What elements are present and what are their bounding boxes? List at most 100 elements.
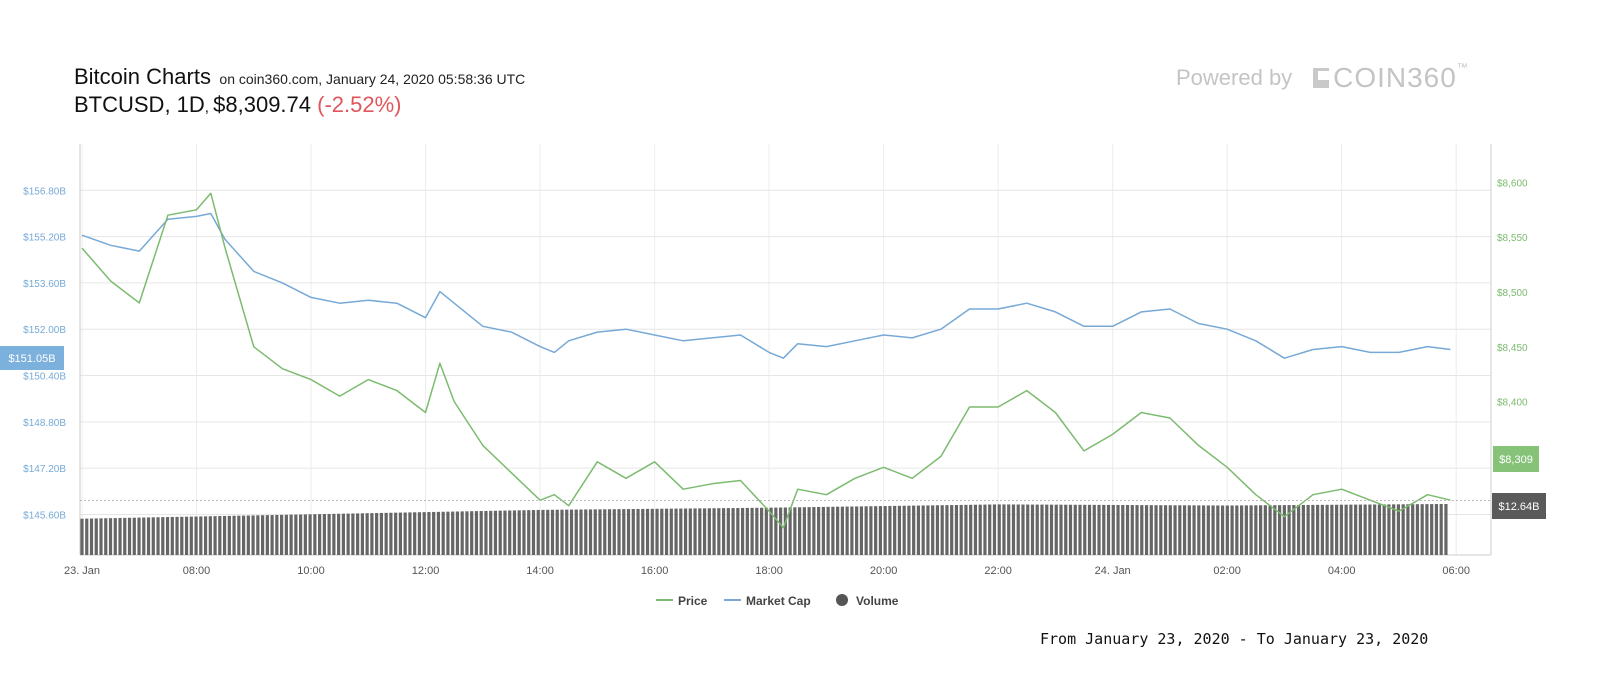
volume-bar bbox=[1434, 504, 1439, 555]
volume-bar bbox=[94, 518, 98, 555]
volume-bar bbox=[1439, 504, 1443, 555]
x-tick-label: 14:00 bbox=[526, 565, 554, 577]
volume-bar bbox=[774, 507, 778, 555]
legend-volume-dot bbox=[836, 594, 848, 606]
legend-item-market-cap[interactable]: Market Cap bbox=[724, 594, 811, 608]
volume-bar bbox=[698, 508, 702, 555]
volume-bar bbox=[146, 517, 151, 555]
volume-bar bbox=[560, 509, 564, 555]
volume-bar bbox=[1239, 505, 1244, 555]
volume-bar bbox=[731, 508, 735, 555]
volume-bar bbox=[1358, 504, 1362, 555]
volume-bar bbox=[959, 504, 963, 555]
volume-bar bbox=[313, 514, 317, 555]
price-change: (-2.52%) bbox=[317, 92, 402, 117]
legend-volume-label: Volume bbox=[856, 594, 899, 608]
volume-bar bbox=[389, 512, 393, 555]
volume-bar bbox=[527, 510, 531, 555]
volume-bar bbox=[750, 507, 754, 555]
volume-bar bbox=[489, 510, 493, 555]
trademark: ™ bbox=[1456, 62, 1468, 74]
volume-bar bbox=[1049, 504, 1054, 555]
y-left-tick-label: $147.20B bbox=[23, 464, 66, 475]
left-axis-ticks: $145.60B $147.20B $148.80B $150.40B $152.00B… bbox=[23, 186, 66, 521]
volume-bar bbox=[479, 511, 483, 555]
volume-bar bbox=[1335, 504, 1339, 555]
volume-bar bbox=[759, 507, 764, 555]
volume-bar bbox=[788, 507, 792, 555]
volume-bar bbox=[1187, 505, 1191, 555]
volume-bar bbox=[127, 517, 132, 555]
volume-bar bbox=[645, 508, 650, 555]
series-lines bbox=[81, 192, 1451, 529]
volume-bar bbox=[470, 511, 474, 555]
powered-by[interactable]: Powered by COIN360™ bbox=[1176, 62, 1468, 94]
volume-bar bbox=[474, 511, 479, 555]
volume-bar bbox=[565, 509, 569, 555]
x-axis-ticks: 23. Jan 08:00 10:00 12:00 14:00 16:00 18:00 20:… bbox=[64, 565, 1470, 577]
volume-bar bbox=[1140, 505, 1144, 555]
volume-bar bbox=[308, 514, 312, 555]
volume-bar bbox=[498, 510, 502, 555]
volume-bar bbox=[1173, 505, 1177, 555]
volume-bar bbox=[574, 509, 578, 555]
volume-bar bbox=[669, 508, 673, 555]
powered-by-label: Powered by bbox=[1176, 65, 1293, 90]
y-left-tick-label: $150.40B bbox=[23, 372, 66, 383]
volume-bar bbox=[579, 509, 583, 555]
volume-bar bbox=[921, 505, 925, 555]
volume-bar bbox=[356, 513, 360, 555]
volume-bar bbox=[1258, 505, 1263, 555]
volume-bar bbox=[1225, 505, 1229, 555]
volume-bar bbox=[327, 513, 331, 555]
volume-bar bbox=[1297, 505, 1301, 555]
volume-bar bbox=[1244, 505, 1248, 555]
volume-bar bbox=[1235, 505, 1239, 555]
volume-bar bbox=[337, 513, 341, 555]
volume-bar bbox=[831, 506, 835, 555]
volume-flag-label: $12.64B bbox=[1499, 501, 1540, 513]
volume-bar bbox=[717, 508, 721, 555]
volume-bar bbox=[1163, 505, 1168, 555]
volume-bar bbox=[1363, 504, 1367, 555]
legend-item-price[interactable]: Price bbox=[656, 594, 708, 608]
market-cap-line bbox=[81, 212, 1451, 359]
volume-bar bbox=[793, 507, 797, 555]
volume-bar bbox=[441, 511, 445, 555]
y-right-tick-label: $8,550 bbox=[1497, 233, 1528, 244]
price-flag-bg bbox=[1493, 446, 1539, 472]
comma-separator: , bbox=[204, 99, 214, 116]
volume-bar bbox=[123, 517, 127, 555]
volume-bar bbox=[104, 518, 108, 555]
chart-header: Bitcoin Charts on coin360.com, January 2… bbox=[74, 64, 525, 90]
volume-bar bbox=[1092, 504, 1096, 555]
volume-bar bbox=[1206, 505, 1210, 555]
legend-item-volume[interactable]: Volume bbox=[836, 594, 899, 608]
market-cap-flag-label: $151.05B bbox=[8, 353, 55, 365]
volume-bar bbox=[883, 506, 887, 555]
volume-flag: $12.64B bbox=[1492, 493, 1546, 519]
volume-bar bbox=[1144, 505, 1149, 555]
volume-bar bbox=[1130, 505, 1134, 555]
volume-bar bbox=[1011, 504, 1016, 555]
market-cap-flag-bg bbox=[0, 346, 64, 370]
volume-bar bbox=[384, 512, 388, 555]
volume-bar bbox=[1325, 504, 1329, 555]
volume-bar bbox=[455, 511, 460, 555]
volume-bar bbox=[436, 511, 441, 555]
volume-bar bbox=[370, 513, 374, 555]
volume-bar bbox=[555, 509, 559, 555]
volume-bar bbox=[451, 511, 455, 555]
volume-bar bbox=[1287, 505, 1291, 555]
volume-bar bbox=[807, 507, 811, 555]
x-tick-label: 23. Jan bbox=[64, 565, 100, 577]
volume-bar bbox=[1116, 504, 1120, 555]
volume-bar bbox=[845, 506, 849, 555]
volume-bar bbox=[1301, 504, 1305, 555]
volume-bar bbox=[546, 509, 550, 555]
volume-bar bbox=[1021, 504, 1025, 555]
volume-bar bbox=[1278, 505, 1282, 555]
volume-bar bbox=[736, 508, 740, 555]
plot-area bbox=[80, 144, 1491, 555]
volume-bar bbox=[840, 506, 844, 555]
